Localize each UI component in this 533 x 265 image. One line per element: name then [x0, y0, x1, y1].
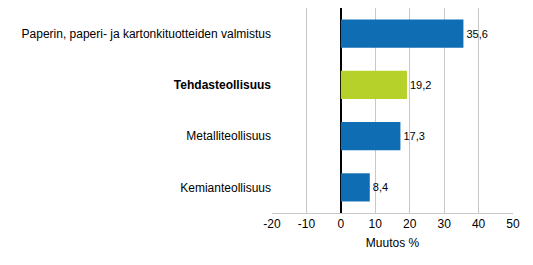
svg-text:40: 40	[472, 217, 486, 231]
svg-text:0: 0	[338, 217, 345, 231]
svg-text:-20: -20	[263, 217, 281, 231]
svg-text:17,3: 17,3	[403, 130, 424, 142]
svg-text:20: 20	[403, 217, 417, 231]
svg-text:50: 50	[506, 217, 520, 231]
svg-text:Metalliteollisuus: Metalliteollisuus	[186, 129, 271, 143]
svg-text:19,2: 19,2	[410, 79, 431, 91]
svg-text:35,6: 35,6	[466, 28, 487, 40]
svg-text:30: 30	[437, 217, 451, 231]
svg-text:Tehdasteollisuus: Tehdasteollisuus	[174, 78, 271, 92]
svg-text:-10: -10	[298, 217, 316, 231]
svg-text:Muutos %: Muutos %	[366, 236, 420, 250]
svg-text:10: 10	[369, 217, 383, 231]
svg-text:Kemianteollisuus: Kemianteollisuus	[180, 181, 271, 195]
svg-text:8,4: 8,4	[373, 181, 388, 193]
svg-text:Paperin, paperi- ja kartonkitu: Paperin, paperi- ja kartonkituotteiden v…	[22, 27, 271, 41]
